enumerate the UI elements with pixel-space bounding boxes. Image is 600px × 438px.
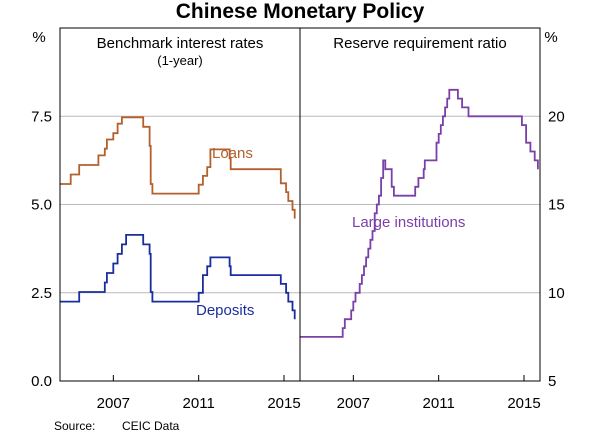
y-tick-label: 20 (548, 108, 565, 125)
series-line-deposits (60, 234, 296, 320)
x-tick-label: 2011 (183, 395, 215, 412)
source-label: Source: (54, 419, 95, 433)
frame-layer (59, 27, 541, 382)
tick-layer: 0.0 2.5 5.0 7.5 2007 2011 2015 5 10 15 20 2007 2011 2… (31, 108, 565, 412)
source-value: CEIC Data (122, 419, 180, 433)
left-panel-title: Benchmark interest rates (97, 35, 264, 52)
y-tick-label: 0.0 (31, 373, 52, 390)
x-tick-label: 2015 (267, 395, 300, 412)
right-panel-title: Reserve requirement ratio (333, 35, 506, 52)
series-label-loans: Loans (212, 145, 253, 162)
y-tick-label: 5.0 (31, 197, 52, 214)
x-tick-label: 2011 (423, 395, 455, 412)
x-tick-label: 2007 (337, 395, 370, 412)
y-tick-label: 2.5 (31, 285, 52, 302)
left-unit-label: % (32, 29, 45, 46)
y-tick-label: 5 (548, 373, 556, 390)
series-line-loans (60, 116, 296, 219)
y-tick-label: 7.5 (31, 108, 52, 125)
right-unit-label: % (544, 29, 557, 46)
chart-title: Chinese Monetary Policy (176, 0, 425, 23)
benchmark-rates-panel: Benchmark interest rates (1-year) % (32, 29, 263, 68)
grid-layer (60, 115, 540, 294)
reserve-ratio-panel: Reserve requirement ratio % (333, 29, 557, 52)
y-tick-label: 15 (548, 197, 565, 214)
series-label-large-institutions: Large institutions (352, 214, 465, 231)
series-label-deposits: Deposits (196, 302, 254, 319)
x-tick-label: 2015 (507, 395, 540, 412)
left-panel-subtitle: (1-year) (157, 53, 203, 68)
series-layer (60, 88, 539, 338)
x-tick-label: 2007 (97, 395, 130, 412)
label-layer: Loans Deposits Large institutions (196, 145, 465, 319)
y-tick-label: 10 (548, 285, 565, 302)
series-line-large-institutions (300, 88, 539, 338)
